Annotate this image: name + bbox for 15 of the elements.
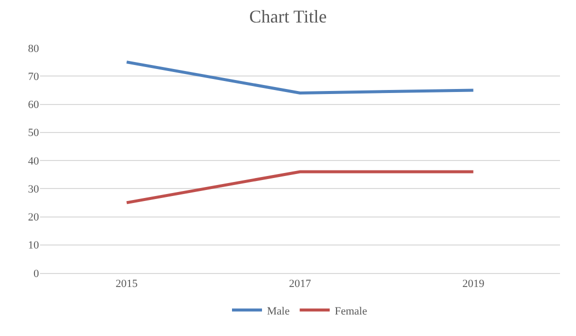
x-tick-label: 2017	[289, 278, 312, 290]
y-tick-label: 70	[28, 70, 40, 83]
y-tick-label: 50	[28, 127, 40, 140]
y-tick-label: 40	[28, 155, 40, 168]
y-tick-label: 30	[28, 183, 40, 196]
y-tick-label: 60	[28, 99, 40, 112]
legend-label: Female	[334, 305, 368, 318]
chart-title: Chart Title	[249, 6, 327, 27]
legend-label: Male	[267, 305, 290, 318]
y-tick-label: 80	[28, 42, 40, 55]
y-tick-label: 20	[28, 212, 40, 224]
y-tick-label: 0	[34, 268, 40, 280]
y-tick-label: 10	[28, 240, 40, 252]
x-tick-label: 2015	[116, 278, 138, 290]
x-tick-label: 2019	[462, 278, 485, 290]
